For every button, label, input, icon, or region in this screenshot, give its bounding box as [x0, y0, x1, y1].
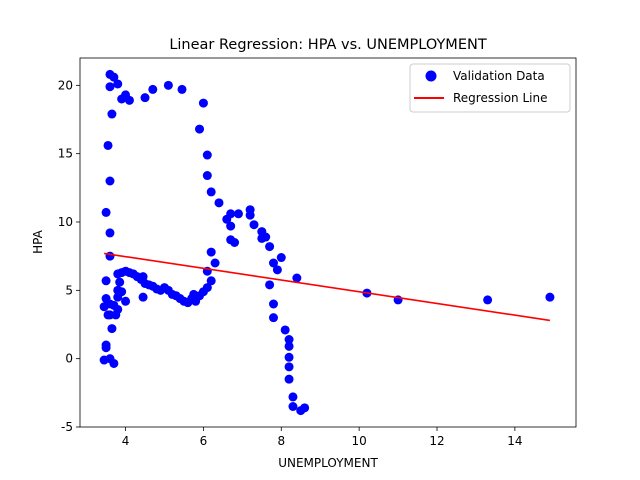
data-point	[206, 247, 216, 257]
legend-label-validation-data: Validation Data	[453, 69, 545, 83]
data-point	[107, 109, 117, 119]
chart-title: Linear Regression: HPA vs. UNEMPLOYMENT	[169, 37, 487, 53]
x-tick-label: 8	[277, 434, 285, 448]
x-axis-label: UNEMPLOYMENT	[278, 456, 378, 470]
data-point	[202, 283, 212, 293]
plot-area: 4 6 8 10 12 14 -5 0 5 10 15 20	[58, 57, 577, 448]
y-tick-label: 15	[58, 147, 73, 161]
data-point	[163, 80, 173, 90]
data-point	[113, 79, 123, 89]
data-point	[138, 292, 148, 302]
data-point	[140, 93, 150, 103]
data-point	[105, 251, 115, 261]
data-point	[177, 84, 187, 94]
axes-frame	[79, 57, 577, 428]
data-point	[226, 209, 236, 219]
legend-label-regression-line: Regression Line	[453, 91, 547, 105]
data-point	[265, 242, 275, 252]
data-point	[105, 228, 115, 238]
data-point	[195, 124, 205, 134]
data-point	[265, 280, 275, 290]
data-point	[214, 198, 224, 208]
data-point	[261, 232, 271, 242]
data-point	[121, 296, 131, 306]
data-point	[230, 238, 240, 247]
x-tick-label: 10	[352, 434, 367, 448]
x-tick-label: 6	[200, 434, 208, 448]
data-point	[280, 325, 290, 335]
data-point	[148, 84, 158, 94]
data-point	[268, 299, 278, 309]
data-point	[103, 140, 113, 150]
data-point	[124, 95, 134, 105]
legend-frame	[409, 63, 571, 113]
data-point	[117, 287, 127, 297]
data-point	[109, 358, 119, 368]
data-point	[276, 253, 286, 263]
data-point	[233, 209, 243, 219]
data-point	[206, 276, 216, 286]
data-point	[198, 98, 208, 108]
y-tick-label: 20	[58, 78, 73, 92]
legend: Validation Data Regression Line	[409, 63, 571, 113]
data-point	[300, 403, 310, 413]
data-point	[288, 392, 298, 402]
y-tick-label: -5	[61, 420, 73, 434]
data-point	[245, 210, 255, 220]
y-tick-label: 10	[58, 215, 73, 229]
data-point	[272, 265, 282, 275]
data-point	[226, 221, 236, 231]
data-point	[284, 374, 294, 384]
x-tick-label: 4	[122, 434, 130, 448]
data-point	[113, 304, 123, 314]
data-point	[288, 402, 298, 411]
data-point	[268, 258, 278, 268]
data-point	[107, 324, 117, 334]
data-point	[268, 313, 278, 323]
data-point	[101, 276, 111, 286]
data-point	[101, 207, 111, 217]
data-point	[105, 82, 115, 92]
data-point	[105, 176, 115, 186]
data-point	[292, 273, 302, 283]
data-point	[115, 277, 125, 287]
data-point	[210, 258, 220, 268]
data-point	[101, 340, 111, 350]
data-point	[202, 150, 212, 160]
data-point	[545, 292, 555, 302]
data-point	[138, 272, 148, 282]
data-point	[284, 362, 294, 372]
y-tick-label: 0	[65, 352, 73, 366]
data-point	[284, 341, 294, 351]
data-point	[249, 220, 259, 230]
x-tick-label: 12	[429, 434, 444, 448]
data-point	[206, 187, 216, 197]
x-tick-label: 14	[507, 434, 522, 448]
regression-line	[104, 252, 551, 322]
y-axis-label: HPA	[31, 229, 45, 253]
data-point	[284, 335, 294, 345]
data-point	[284, 352, 294, 362]
legend-marker-validation-data	[425, 70, 437, 82]
data-point	[202, 171, 212, 181]
y-tick-label: 5	[65, 283, 73, 297]
data-point	[109, 72, 119, 82]
data-point	[483, 295, 493, 305]
